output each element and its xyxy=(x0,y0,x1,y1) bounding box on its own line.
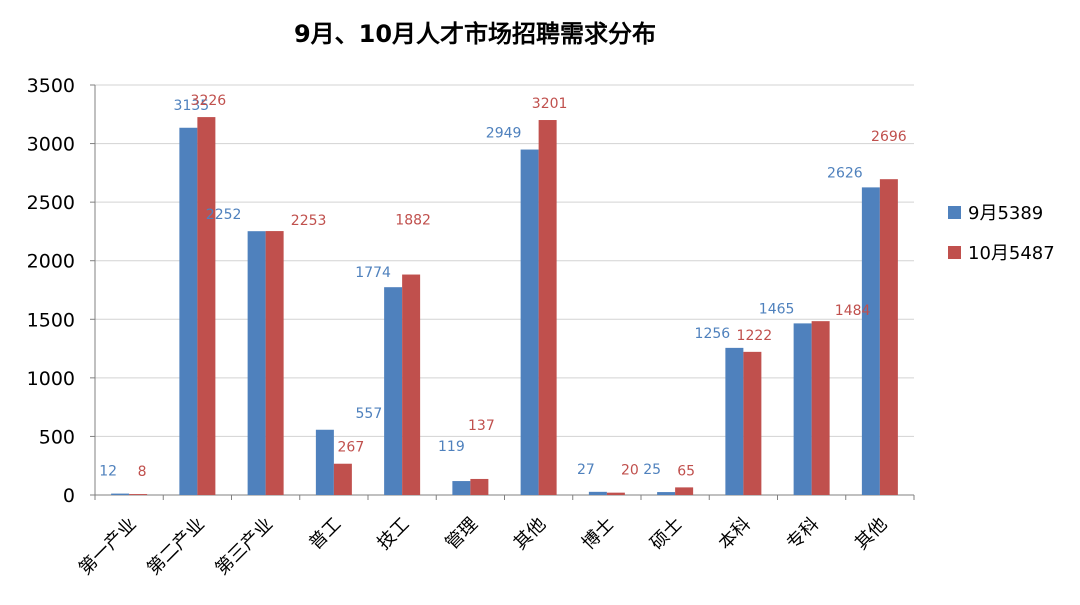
bar-sep xyxy=(111,493,130,495)
bar-oct xyxy=(265,231,284,495)
x-tick-label: 普工 xyxy=(305,514,345,554)
x-tick-label: 其他 xyxy=(851,514,891,554)
data-label-sep: 2949 xyxy=(486,126,522,142)
bar-oct xyxy=(197,117,216,496)
data-label-sep: 27 xyxy=(577,462,595,478)
bar-sep xyxy=(179,127,198,495)
legend-label-oct: 10月5487 xyxy=(968,243,1055,264)
y-axis-tick-labels: 0 500 1000 1500 2000 2500 3000 3500 xyxy=(27,75,75,507)
bar-sep xyxy=(520,149,539,495)
bar-sep xyxy=(861,187,880,495)
x-tick-label: 博士 xyxy=(578,514,618,554)
data-label-sep: 25 xyxy=(643,462,661,478)
bar-oct xyxy=(811,321,830,495)
data-label-oct: 20 xyxy=(621,463,639,479)
x-tick-label: 第一产业 xyxy=(75,514,141,580)
data-label-oct: 1222 xyxy=(737,328,773,344)
chart-title: 9月、10月人才市场招聘需求分布 xyxy=(294,20,656,48)
x-tick-label: 管理 xyxy=(442,514,482,554)
data-label-oct: 267 xyxy=(338,440,365,456)
x-tick-label: 第二产业 xyxy=(143,514,209,580)
data-label-sep: 2626 xyxy=(827,165,863,181)
bar-sep xyxy=(452,481,471,495)
bar-sep xyxy=(384,287,403,495)
data-label-oct: 8 xyxy=(138,464,147,480)
x-tick-label: 本科 xyxy=(715,514,755,554)
legend-label-sep: 9月5389 xyxy=(968,203,1043,224)
axes xyxy=(90,84,915,500)
data-label-oct: 2253 xyxy=(291,213,327,229)
legend-swatch-oct xyxy=(948,246,961,259)
x-tick-label: 硕士 xyxy=(646,514,686,554)
bar-sep xyxy=(725,347,744,495)
bar-sep xyxy=(588,491,607,495)
data-label-oct: 1484 xyxy=(835,303,871,319)
data-label-sep: 119 xyxy=(438,439,465,455)
data-label-sep: 1256 xyxy=(695,326,731,342)
gridlines xyxy=(95,84,914,437)
y-tick-label: 3000 xyxy=(27,134,75,156)
legend: 9月5389 10月5487 xyxy=(948,203,1055,264)
legend-swatch-sep xyxy=(948,206,961,219)
bar-oct xyxy=(470,478,489,495)
bar-oct xyxy=(129,494,148,495)
bar-oct xyxy=(402,274,421,495)
data-label-oct: 137 xyxy=(468,418,495,434)
y-tick-label: 2000 xyxy=(27,251,75,273)
bar-sep xyxy=(315,429,334,495)
bar-sep xyxy=(657,492,676,495)
bar-oct xyxy=(606,492,625,495)
y-tick-label: 1000 xyxy=(27,368,75,390)
y-tick-label: 500 xyxy=(39,426,75,448)
bar-oct xyxy=(675,487,694,495)
bars xyxy=(111,117,898,496)
bar-oct xyxy=(743,351,762,495)
bar-oct xyxy=(879,179,898,495)
y-tick-label: 1500 xyxy=(27,309,75,331)
data-label-oct: 3226 xyxy=(191,93,227,109)
data-label-oct: 3201 xyxy=(532,96,568,112)
x-tick-label: 技工 xyxy=(373,514,413,554)
data-label-oct: 1882 xyxy=(395,213,431,229)
data-label-oct: 65 xyxy=(677,463,695,479)
bar-oct xyxy=(538,120,557,496)
data-label-sep: 1465 xyxy=(759,301,795,317)
data-label-oct: 2696 xyxy=(871,129,907,145)
bar-oct xyxy=(333,463,352,495)
x-tick-label: 其他 xyxy=(510,514,550,554)
data-label-sep: 12 xyxy=(99,464,117,480)
bar-sep xyxy=(247,231,266,496)
y-tick-label: 3500 xyxy=(27,75,75,97)
data-label-sep: 557 xyxy=(356,406,383,422)
data-label-sep: 3135 xyxy=(174,98,210,114)
bar-sep xyxy=(793,323,812,495)
data-labels: 12 3135 2252 557 1774 119 2949 27 25 1256 1465 2626… xyxy=(99,93,907,480)
data-label-sep: 1774 xyxy=(355,265,391,281)
x-tick-label: 第三产业 xyxy=(211,514,277,580)
x-tick-label: 专科 xyxy=(783,514,823,554)
y-tick-label: 2500 xyxy=(27,192,75,214)
y-tick-label: 0 xyxy=(63,485,75,507)
x-axis-tick-labels: 第一产业 第二产业 第三产业 普工 技工 管理 其他 博士 硕士 本科 专科 其他 xyxy=(75,514,892,580)
data-label-sep: 2252 xyxy=(206,207,242,223)
